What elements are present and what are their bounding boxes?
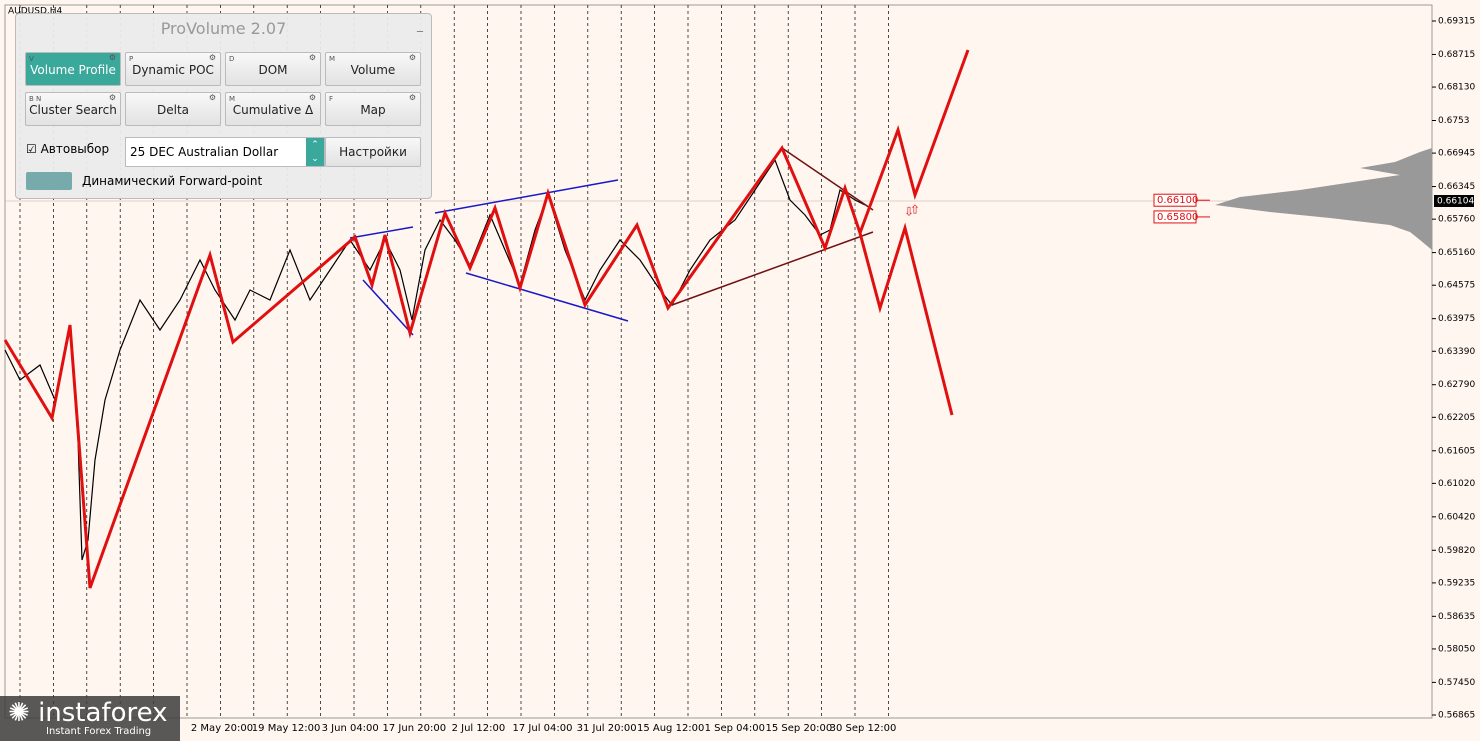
x-tick-label: 1 Sep 04:00 bbox=[705, 723, 765, 734]
hotkey: M bbox=[329, 55, 336, 63]
button-label: Volume Profile bbox=[30, 63, 116, 77]
x-tick-label: 2 Jul 12:00 bbox=[452, 723, 506, 734]
y-tick-label: 0.57450 bbox=[1438, 678, 1475, 688]
hotkey: M bbox=[229, 95, 236, 103]
button-label: Map bbox=[360, 103, 386, 117]
y-tick-label: 0.56865 bbox=[1438, 710, 1475, 720]
x-tick-label: 15 Aug 12:00 bbox=[637, 723, 704, 734]
tool-button[interactable]: ⚙ Delta bbox=[125, 92, 221, 126]
zigzag bbox=[3, 49, 970, 589]
minimize[interactable]: _ bbox=[417, 18, 423, 32]
plot-frame bbox=[4, 4, 1433, 719]
toggle[interactable] bbox=[26, 172, 72, 190]
arrow-down: ⇩ bbox=[904, 205, 914, 219]
x-tick-label: 17 Jun 20:00 bbox=[383, 723, 447, 734]
y-tick-label: 0.66945 bbox=[1438, 149, 1475, 159]
y-tick-label: 0.60420 bbox=[1438, 512, 1475, 522]
y-tick-label: 0.63390 bbox=[1438, 347, 1475, 357]
provolume-panel: ProVolume 2.07 _ V ⚙ Volume Profile P ⚙ Dynam… bbox=[15, 13, 432, 199]
price bbox=[4, 158, 866, 561]
y-tick-label: 0.66345 bbox=[1438, 182, 1475, 192]
y-tick-label: 0.58050 bbox=[1438, 644, 1475, 654]
logo-tagline: Instant Forex Trading bbox=[46, 726, 152, 737]
button-label: Dynamic POC bbox=[132, 63, 214, 77]
y-tick-label: 0.59820 bbox=[1438, 546, 1475, 556]
forward-label: Динамический Forward-point bbox=[82, 174, 263, 188]
x-tick-label: 2 May 20:00 bbox=[191, 723, 253, 734]
tool-button[interactable]: M ⚙ Cumulative Δ bbox=[225, 92, 321, 126]
logo: ✺ instaforex Instant Forex Trading bbox=[0, 696, 180, 741]
price-box bbox=[1434, 195, 1474, 207]
x-tick-label: 15 Sep 20:00 bbox=[766, 723, 833, 734]
x-tick-label: 30 Sep 12:00 bbox=[830, 723, 897, 734]
settings-button[interactable]: Настройки bbox=[325, 137, 421, 167]
hotkey: D bbox=[229, 55, 235, 63]
y-tick-label: 0.64575 bbox=[1438, 281, 1475, 291]
x-tick-label: 31 Jul 20:00 bbox=[577, 723, 637, 734]
arrow-up: ⇧ bbox=[910, 203, 920, 217]
level-label: 0.65800 bbox=[1157, 212, 1198, 223]
x-tick-label: 17 Jul 04:00 bbox=[513, 723, 573, 734]
volume-profile bbox=[1215, 148, 1432, 250]
y-tick-label: 0.62790 bbox=[1438, 380, 1475, 390]
button-label: DOM bbox=[258, 63, 288, 77]
tool-button[interactable]: D ⚙ DOM bbox=[225, 52, 321, 86]
tool-button[interactable]: P ⚙ Dynamic POC bbox=[125, 52, 221, 86]
channels bbox=[349, 179, 629, 336]
logo-name: instaforex bbox=[38, 698, 168, 728]
y-tick-label: 0.59235 bbox=[1438, 578, 1475, 588]
y-tick-label: 0.6753 bbox=[1438, 116, 1470, 126]
y-tick-label: 0.61020 bbox=[1438, 479, 1475, 489]
instrument-select[interactable]: 25 DEC Australian Dollar ⌃ ⌄ bbox=[125, 137, 325, 167]
hotkey: P bbox=[129, 55, 134, 63]
tool-button[interactable]: B N ⚙ Cluster Search bbox=[25, 92, 121, 126]
autoselect[interactable]: ☑ Автовыбор bbox=[26, 142, 110, 156]
level-box bbox=[1153, 210, 1197, 224]
tool-button[interactable]: F ⚙ Map bbox=[325, 92, 421, 126]
instrument: 25 DEC Australian Dollar bbox=[130, 145, 279, 159]
hotkey: V bbox=[29, 55, 34, 63]
y-tick-label: 0.69315 bbox=[1438, 16, 1475, 26]
level-label: 0.66100 bbox=[1157, 195, 1198, 206]
y-tick-label: 0.68715 bbox=[1438, 50, 1475, 60]
hotkey: B N bbox=[29, 95, 42, 103]
button-label: Delta bbox=[156, 103, 189, 117]
autoselect-label: Автовыбор bbox=[40, 142, 110, 156]
button-label: Volume bbox=[350, 63, 396, 77]
triangle bbox=[671, 147, 874, 306]
current-price: 0.66104 bbox=[1437, 197, 1474, 207]
tool-button[interactable]: M ⚙ Volume bbox=[325, 52, 421, 86]
y-tick-label: 0.65160 bbox=[1438, 248, 1475, 258]
level-box bbox=[1153, 193, 1197, 207]
hotkey: F bbox=[329, 95, 334, 103]
y-tick-label: 0.58635 bbox=[1438, 612, 1475, 622]
panel-title: ProVolume 2.07 bbox=[160, 19, 287, 38]
button-label: Cumulative Δ bbox=[232, 103, 314, 117]
y-tick-label: 0.68130 bbox=[1438, 83, 1475, 93]
y-tick-label: 0.62205 bbox=[1438, 413, 1475, 423]
y-tick-label: 0.63975 bbox=[1438, 314, 1475, 324]
x-tick-label: 19 May 12:00 bbox=[252, 723, 321, 734]
y-tick-label: 0.65760 bbox=[1438, 215, 1475, 225]
button-label: Cluster Search bbox=[29, 103, 117, 117]
x-tick-label: 3 Jun 04:00 bbox=[322, 723, 379, 734]
symbol: AUDUSD,H4 bbox=[8, 7, 63, 17]
y-tick-label: 0.61605 bbox=[1438, 446, 1475, 456]
tool-button[interactable]: V ⚙ Volume Profile bbox=[25, 52, 121, 86]
zigzag-down bbox=[858, 222, 954, 416]
